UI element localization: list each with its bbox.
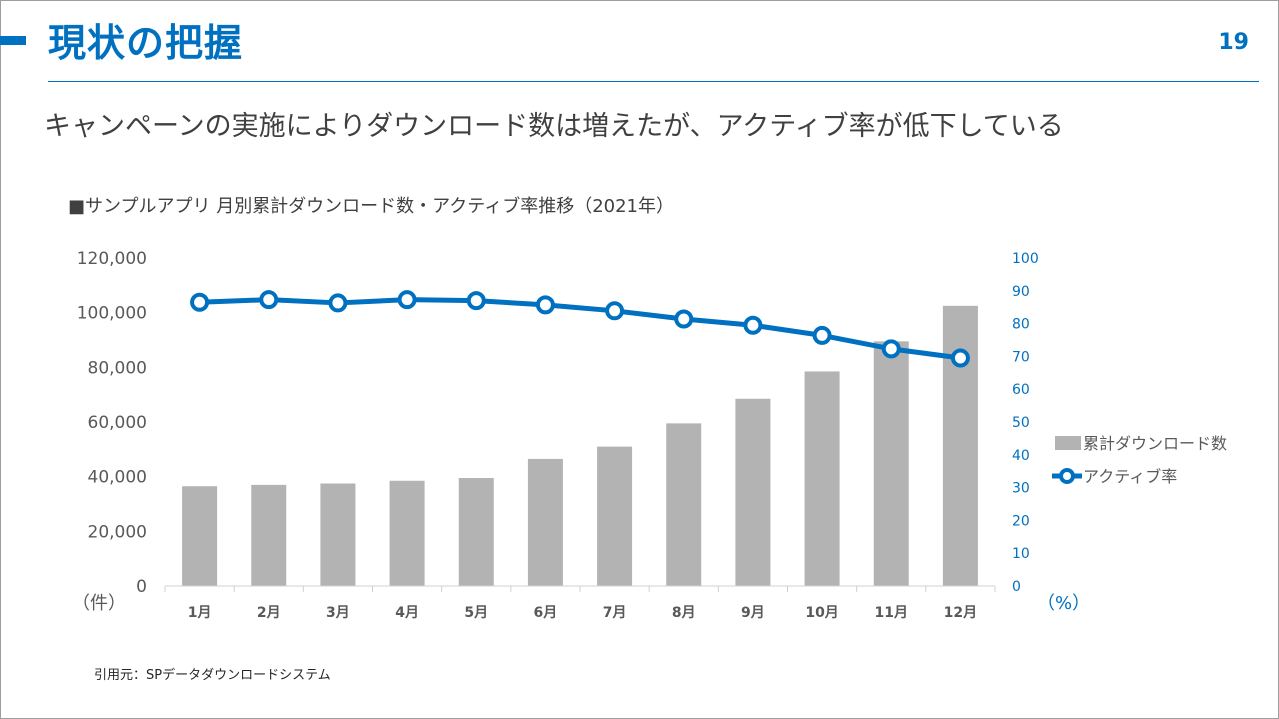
title-accent-bar — [0, 36, 26, 45]
bar-11 — [873, 341, 909, 586]
x-tick-label: 7月 — [603, 605, 627, 621]
y-left-tick-label: 80,000 — [88, 358, 147, 378]
y-left-tick-label: 100,000 — [77, 304, 147, 324]
x-tick-label: 12月 — [944, 605, 977, 621]
x-tick-label: 3月 — [326, 605, 350, 621]
x-tick-label: 6月 — [534, 605, 558, 621]
y-right-tick-label: 90 — [1012, 284, 1030, 300]
page-number: 19 — [1218, 30, 1249, 55]
y-left-tick-label: 120,000 — [77, 249, 147, 269]
bar-10 — [804, 371, 840, 586]
bar-8 — [666, 423, 702, 586]
x-tick-label: 2月 — [257, 605, 281, 621]
y-right-tick-label: 0 — [1012, 579, 1021, 595]
bar-9 — [735, 398, 771, 586]
line-series — [190, 290, 970, 368]
active-rate-point-10 — [812, 325, 832, 345]
x-tick-label: 8月 — [672, 605, 696, 621]
bar-series — [182, 305, 978, 586]
y-right-tick-label: 100 — [1012, 251, 1039, 267]
chart-heading: ■サンプルアプリ 月別累計ダウンロード数・アクティブ率推移（2021年） — [68, 196, 675, 217]
x-tick-label: 10月 — [805, 605, 838, 621]
active-rate-point-11 — [881, 339, 901, 359]
active-rate-point-2 — [259, 290, 279, 310]
active-rate-point-1 — [190, 292, 210, 312]
active-rate-point-3 — [328, 293, 348, 313]
bar-6 — [527, 458, 563, 586]
active-rate-line — [199, 297, 961, 361]
active-rate-point-7 — [605, 301, 625, 321]
legend: 累計ダウンロード数 アクティブ率 — [1052, 434, 1227, 486]
bar-4 — [389, 480, 425, 586]
y-right-tick-label: 80 — [1012, 317, 1030, 333]
y-right-tick-label: 50 — [1012, 415, 1030, 431]
active-rate-point-12 — [950, 348, 970, 368]
y-left-tick-label: 60,000 — [88, 413, 147, 433]
y-right-tick-label: 70 — [1012, 349, 1030, 365]
bar-12 — [942, 305, 978, 586]
y-left-tick-label: 0 — [136, 577, 147, 597]
axis-ticks: 0 20,000 40,000 60,000 80,000 100,000 120,000 0… — [77, 249, 1039, 621]
source-note: 引用元：SPデータダウンロードシステム — [94, 668, 331, 683]
legend-line-marker — [1059, 468, 1075, 484]
y-right-tick-label: 60 — [1012, 382, 1030, 398]
x-tick-label: 5月 — [464, 605, 488, 621]
bar-5 — [458, 478, 494, 586]
y-left-tick-label: 20,000 — [88, 522, 147, 542]
x-tick-label: 11月 — [875, 605, 908, 621]
legend-bar-swatch — [1055, 436, 1081, 450]
x-axis — [164, 585, 996, 592]
title-rule — [48, 81, 1259, 82]
active-rate-point-8 — [674, 309, 694, 329]
bar-7 — [597, 446, 633, 586]
x-tick-label: 1月 — [188, 605, 212, 621]
active-rate-point-4 — [397, 290, 417, 310]
active-rate-point-5 — [466, 291, 486, 311]
right-axis-unit: （%） — [1037, 593, 1090, 614]
page-title: 現状の把握 — [48, 21, 244, 65]
bar-2 — [251, 484, 287, 586]
y-left-tick-label: 40,000 — [88, 468, 147, 488]
active-rate-point-9 — [743, 315, 763, 335]
left-axis-unit: （件） — [72, 593, 126, 614]
slide-subtitle: キャンペーンの実施によりダウンロード数は増えたが、アクティブ率が低下している — [44, 111, 1064, 142]
bar-1 — [182, 486, 218, 586]
y-right-tick-label: 10 — [1012, 546, 1030, 562]
x-tick-label: 9月 — [741, 605, 765, 621]
y-right-tick-label: 30 — [1012, 481, 1030, 497]
legend-bar-label: 累計ダウンロード数 — [1083, 434, 1227, 453]
active-rate-point-6 — [535, 295, 555, 315]
x-tick-label: 4月 — [395, 605, 419, 621]
y-right-tick-label: 40 — [1012, 448, 1030, 464]
bar-3 — [320, 483, 356, 586]
legend-line-label: アクティブ率 — [1083, 467, 1177, 486]
y-right-tick-label: 20 — [1012, 513, 1030, 529]
